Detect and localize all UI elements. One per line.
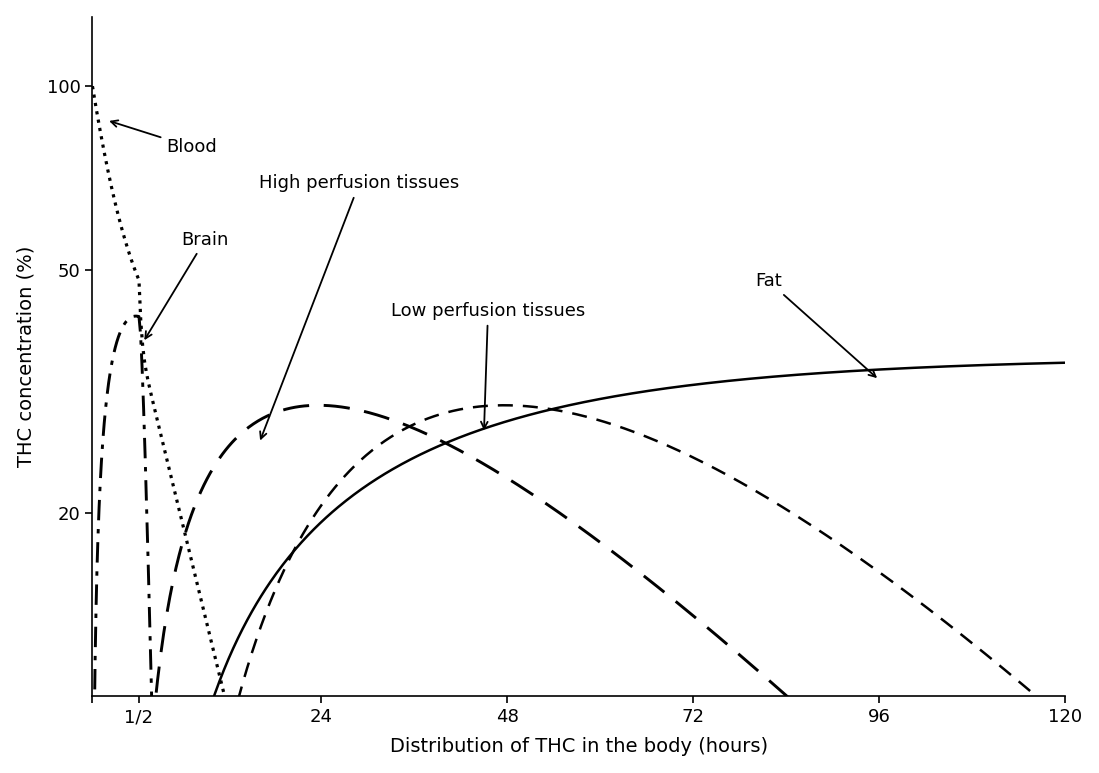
Text: Brain: Brain	[145, 230, 229, 339]
Y-axis label: THC concentration (%): THC concentration (%)	[16, 246, 35, 467]
Text: Low perfusion tissues: Low perfusion tissues	[391, 302, 585, 428]
Text: Fat: Fat	[755, 272, 876, 376]
Text: Blood: Blood	[111, 121, 217, 156]
X-axis label: Distribution of THC in the body (hours): Distribution of THC in the body (hours)	[390, 737, 768, 756]
Text: High perfusion tissues: High perfusion tissues	[259, 175, 459, 439]
